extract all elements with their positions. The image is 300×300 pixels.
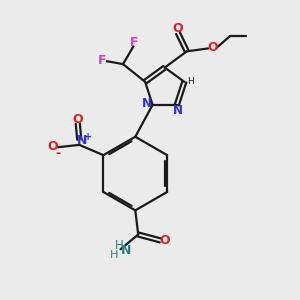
- Text: N: N: [142, 98, 152, 110]
- Text: F: F: [130, 36, 138, 49]
- Text: O: O: [208, 41, 218, 54]
- Text: -: -: [55, 147, 60, 160]
- Text: H: H: [115, 239, 124, 252]
- Text: N: N: [173, 103, 183, 117]
- Text: O: O: [172, 22, 183, 35]
- Text: +: +: [84, 133, 92, 142]
- Text: H: H: [110, 250, 118, 260]
- Text: O: O: [159, 235, 170, 248]
- Text: O: O: [73, 113, 83, 126]
- Text: N: N: [76, 134, 87, 147]
- Text: F: F: [98, 54, 106, 67]
- Text: H: H: [188, 77, 194, 86]
- Text: O: O: [47, 140, 58, 153]
- Text: N: N: [121, 244, 131, 257]
